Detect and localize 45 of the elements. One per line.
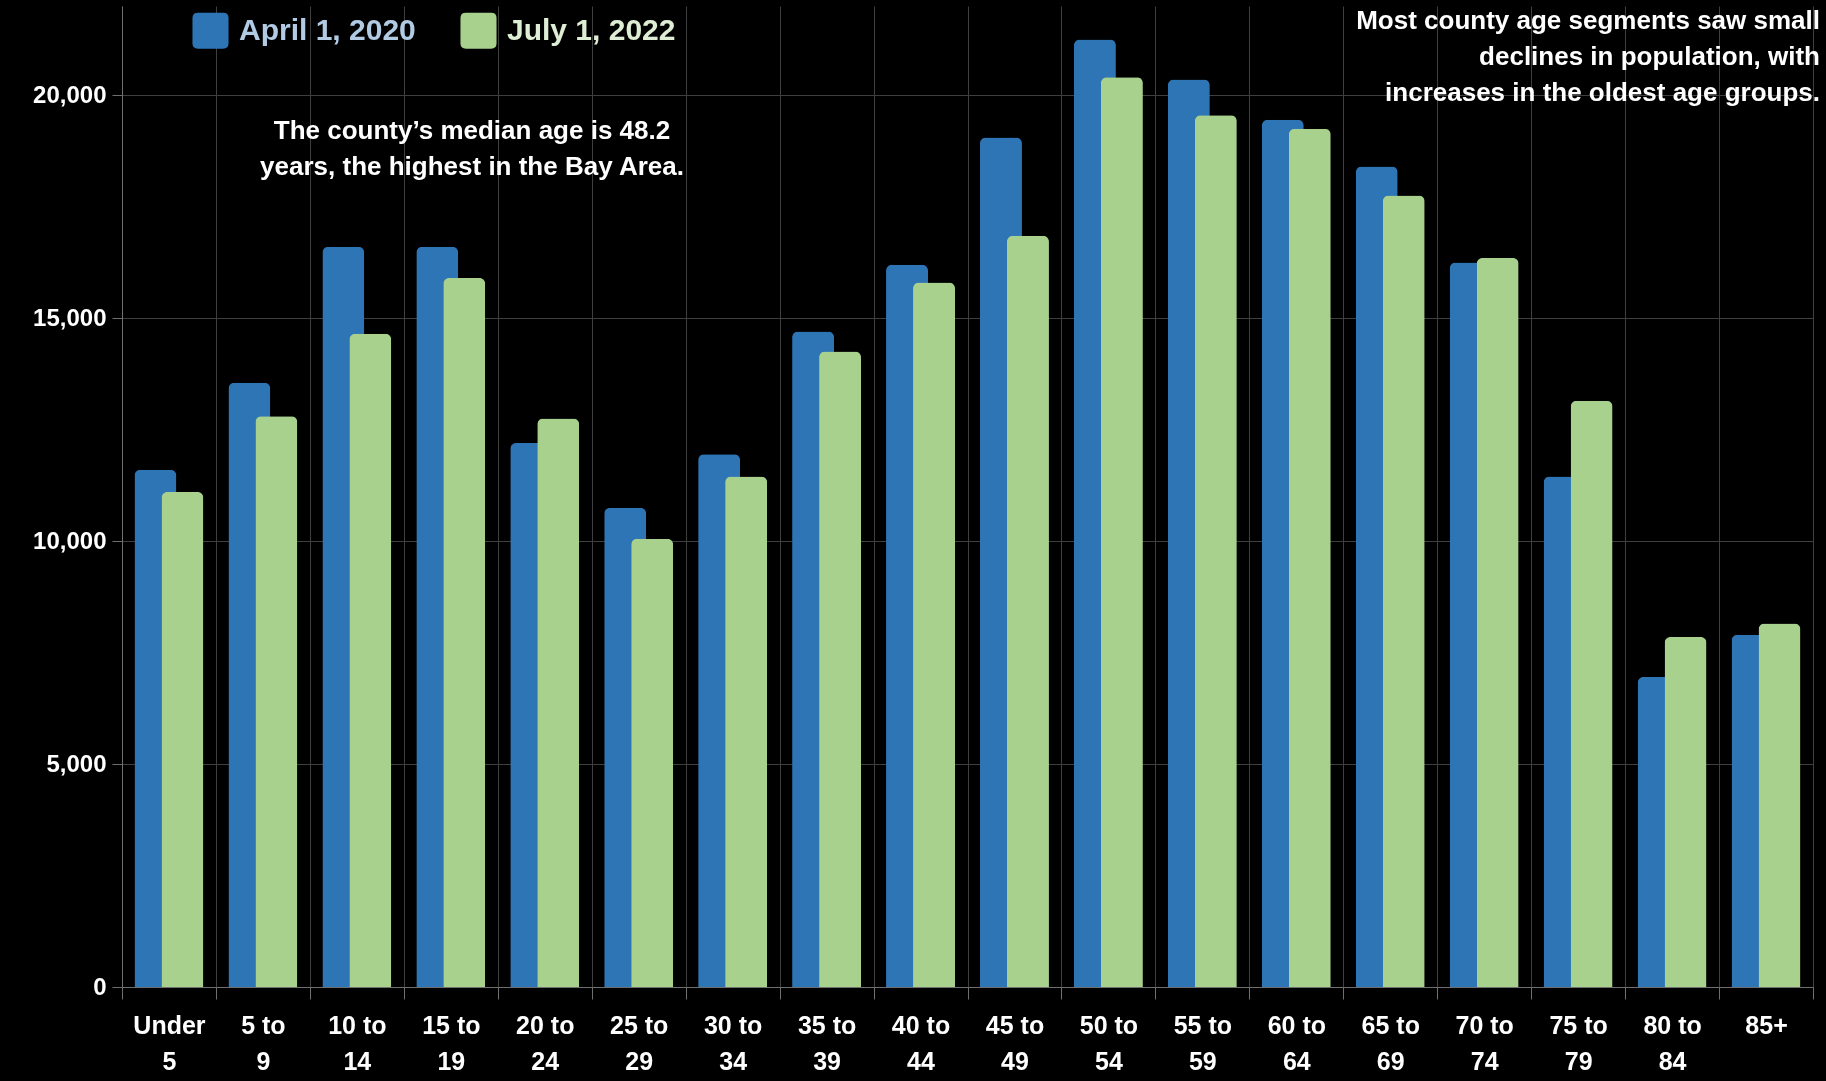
annotation: The county’s median age is 48.2 years, the highest in the Bay Area. bbox=[260, 115, 684, 181]
legend-label: April 1, 2020 bbox=[239, 12, 416, 46]
x-tick-label: 5 to 9 bbox=[241, 1010, 286, 1075]
bar bbox=[443, 278, 486, 987]
bar bbox=[349, 333, 392, 987]
x-tick-label: 80 to 84 bbox=[1643, 1010, 1702, 1075]
bar bbox=[725, 476, 768, 987]
annotation: Most county age segments saw small declines in population, with increases in the oldest age groups. bbox=[1356, 5, 1820, 107]
y-tick-label: 20,000 bbox=[33, 80, 107, 108]
bar bbox=[537, 418, 580, 987]
bar bbox=[1100, 77, 1143, 987]
x-tick-label: 75 to 79 bbox=[1549, 1010, 1608, 1075]
x-tick-label: 60 to 64 bbox=[1267, 1010, 1326, 1075]
x-tick-label: Under 5 bbox=[133, 1010, 206, 1075]
legend-label: July 1, 2022 bbox=[507, 12, 676, 46]
x-tick-label: 65 to 69 bbox=[1361, 1010, 1420, 1075]
bar bbox=[255, 416, 298, 987]
x-tick-label: 85+ bbox=[1745, 1010, 1788, 1039]
x-tick-label: 15 to 19 bbox=[422, 1010, 481, 1075]
bar bbox=[819, 351, 862, 987]
bar bbox=[631, 538, 674, 987]
bar bbox=[1006, 235, 1049, 987]
x-tick-label: 70 to 74 bbox=[1455, 1010, 1514, 1075]
bar bbox=[913, 282, 956, 987]
bar bbox=[1570, 400, 1613, 987]
y-tick-label: 15,000 bbox=[33, 303, 107, 331]
x-tick-label: 45 to 49 bbox=[985, 1010, 1045, 1075]
x-tick-label: 20 to 24 bbox=[516, 1010, 575, 1075]
bar bbox=[1194, 115, 1237, 987]
x-tick-label: 40 to 44 bbox=[891, 1010, 951, 1075]
bar bbox=[1288, 128, 1331, 987]
y-tick-label: 10,000 bbox=[33, 526, 107, 554]
x-tick-label: 25 to 29 bbox=[610, 1010, 669, 1075]
x-tick-label: 50 to 54 bbox=[1079, 1010, 1139, 1075]
bar bbox=[1382, 195, 1425, 987]
y-tick-label: 0 bbox=[93, 972, 107, 1000]
bar bbox=[1476, 257, 1519, 987]
x-tick-label: 10 to 14 bbox=[328, 1010, 387, 1075]
bar bbox=[1664, 636, 1707, 987]
x-tick-label: 30 to 34 bbox=[703, 1010, 763, 1075]
x-tick-label: 35 to 39 bbox=[797, 1010, 857, 1075]
bar bbox=[1758, 623, 1801, 987]
x-tick-label: 55 to 59 bbox=[1173, 1010, 1233, 1075]
bar bbox=[161, 492, 204, 987]
y-tick-label: 5,000 bbox=[46, 749, 107, 777]
